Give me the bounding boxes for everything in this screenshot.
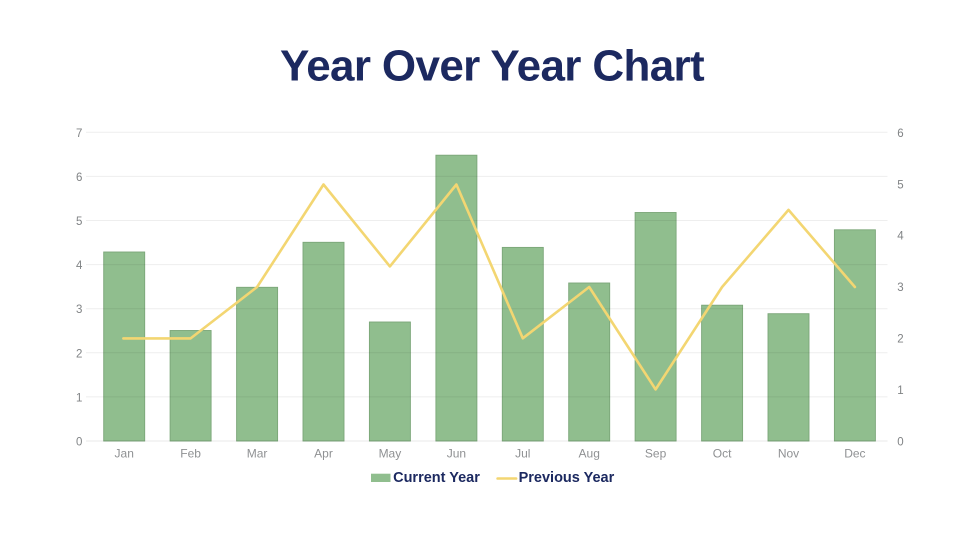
svg-text:May: May xyxy=(379,447,402,461)
svg-text:6: 6 xyxy=(76,172,82,184)
svg-text:Feb: Feb xyxy=(180,447,201,461)
svg-text:Aug: Aug xyxy=(579,447,600,461)
svg-text:0: 0 xyxy=(76,437,82,449)
svg-text:Nov: Nov xyxy=(778,447,799,461)
svg-text:2: 2 xyxy=(897,334,903,346)
svg-text:1: 1 xyxy=(76,392,82,404)
svg-text:5: 5 xyxy=(76,216,82,228)
svg-text:Jul: Jul xyxy=(515,447,530,461)
svg-text:Apr: Apr xyxy=(314,447,333,461)
svg-text:Dec: Dec xyxy=(844,447,865,461)
svg-text:Jun: Jun xyxy=(447,447,466,461)
svg-text:2: 2 xyxy=(76,348,82,360)
svg-text:5: 5 xyxy=(897,179,903,191)
svg-text:7: 7 xyxy=(76,128,82,140)
svg-text:Jan: Jan xyxy=(115,447,134,461)
svg-text:Current Year: Current Year xyxy=(393,470,480,486)
svg-text:Previous Year: Previous Year xyxy=(519,470,615,486)
svg-text:1: 1 xyxy=(897,385,903,397)
svg-text:3: 3 xyxy=(897,282,903,294)
svg-text:Sep: Sep xyxy=(645,447,667,461)
svg-text:Mar: Mar xyxy=(247,447,268,461)
svg-text:4: 4 xyxy=(897,231,904,243)
svg-text:6: 6 xyxy=(897,128,903,140)
svg-text:0: 0 xyxy=(897,437,903,449)
svg-text:3: 3 xyxy=(76,304,82,316)
svg-text:Year Over Year Chart: Year Over Year Chart xyxy=(280,42,705,91)
svg-text:Oct: Oct xyxy=(713,447,732,461)
svg-text:4: 4 xyxy=(76,260,83,272)
